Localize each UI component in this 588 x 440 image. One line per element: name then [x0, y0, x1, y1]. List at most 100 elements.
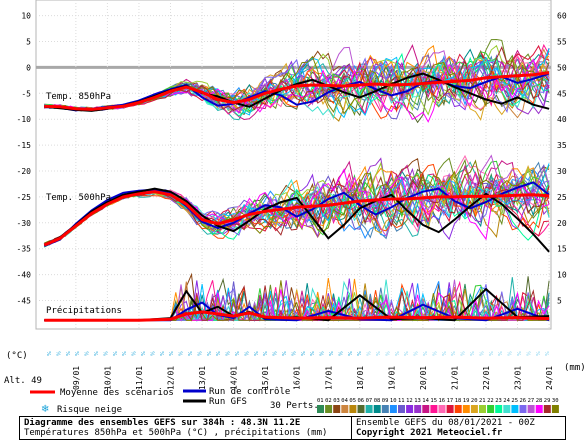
pert-key-swatch [446, 405, 454, 413]
pert-key-swatch [406, 405, 414, 413]
y2-tick-label: 5 [557, 297, 562, 306]
y-tick-label: -45 [17, 297, 32, 306]
snow-risk-glyph: % [122, 351, 128, 356]
pert-key-swatch [543, 405, 551, 413]
pert-key-label: 11 [398, 398, 405, 404]
snow-risk-glyph: % [188, 351, 194, 356]
pert-key-swatch [349, 405, 357, 413]
snow-risk-glyph: % [508, 351, 514, 356]
pert-key-label: 22 [487, 398, 494, 404]
pert-key-label: 10 [390, 398, 397, 404]
snow-risk-glyph: % [47, 351, 53, 356]
y2-tick-label: 10 [557, 271, 567, 280]
x-tick-label: 18/01 [356, 366, 365, 390]
y2-tick-label: 45 [557, 89, 567, 98]
panel-label-precip: Précipitations [46, 305, 122, 316]
x-tick-label: 09/01 [72, 366, 81, 390]
pert-key-label: 25 [511, 398, 518, 404]
pert-key-swatch [430, 405, 438, 413]
snow-risk-glyph: % [385, 351, 391, 356]
y-tick-label: 0 [26, 63, 31, 72]
pert-key-label: 19 [463, 398, 470, 404]
precipitation-axis: 60 55 50 45 40 35 30 25 20 15 10 5 [557, 12, 567, 306]
pert-key-label: 08 [374, 398, 381, 404]
y-tick-label: -35 [17, 245, 32, 254]
snow-risk-glyph: % [94, 351, 100, 356]
legend-snow-label: Risque neige [57, 405, 122, 415]
pert-key-label: 18 [455, 398, 462, 404]
pert-key-label: 27 [528, 398, 535, 404]
pert-key-label: 14 [422, 398, 429, 404]
legend-mean-label: Moyenne des scénarios [60, 387, 174, 398]
caption-run-info: Ensemble GEFS du 08/01/2021 - 00Z [356, 418, 535, 428]
main-series [43, 71, 550, 322]
snow-risk-glyph: % [423, 351, 429, 356]
pert-key-swatch [462, 405, 470, 413]
x-tick-label: 17/01 [324, 366, 333, 390]
pert-key-label: 12 [406, 398, 413, 404]
y-tick-label: -40 [17, 271, 32, 280]
snow-risk-glyph: % [263, 351, 269, 356]
snow-risk-glyph: % [66, 351, 72, 356]
snow-risk-glyph: % [244, 351, 250, 356]
pert-key-swatch [381, 405, 389, 413]
snow-risk-glyph: % [160, 351, 166, 356]
caption-box: Diagramme des ensembles GEFS sur 384h : … [19, 416, 566, 440]
pert-key-label: 02 [325, 398, 332, 404]
snow-risk-glyph: % [310, 351, 316, 356]
pert-key-label: 23 [495, 398, 502, 404]
caption-left: Diagramme des ensembles GEFS sur 384h : … [24, 418, 346, 438]
pert-key-label: 21 [479, 398, 486, 404]
snow-risk-glyph: % [367, 351, 373, 356]
snow-risk-glyph: % [489, 351, 495, 356]
pert-key-label: 16 [439, 398, 446, 404]
x-tick-label: 22/01 [482, 366, 491, 390]
snow-risk-glyph: % [132, 351, 138, 356]
control-run-line [43, 181, 550, 248]
snow-risk-glyph: % [235, 351, 241, 356]
y2-tick-label: 60 [557, 12, 567, 21]
y-tick-label: -10 [17, 115, 32, 124]
snow-risk-glyph: % [517, 351, 523, 356]
pert-key-label: 09 [382, 398, 389, 404]
snow-risk-glyph: % [451, 351, 457, 356]
gfs-run-line [43, 187, 550, 253]
pert-color-key: 01 02 03 04 05 06 07 08 09 10 11 12 13 14 15 16 17 18 19 20… [317, 398, 559, 413]
pert-key-swatch [519, 405, 527, 413]
snowflake-icon: ❄ [41, 404, 49, 415]
x-tick-label: 14/01 [230, 366, 239, 390]
pert-key-label: 01 [317, 398, 324, 404]
snow-risk-glyph: % [432, 351, 438, 356]
y2-tick-label: 50 [557, 63, 567, 72]
x-tick-label: 10/01 [103, 366, 112, 390]
snow-risk-glyph: % [179, 351, 185, 356]
ensemble-chart: %%%%%%%%%%%%%%%%%%%%%%%%%%%%%%%%%%%%%%%%… [4, 0, 586, 415]
panel-label-850: Temp. 850hPa [46, 92, 111, 102]
temp-unit-label: (°C) [6, 351, 28, 361]
legend-control-label: Run de contrôle [209, 386, 290, 397]
x-tick-label: 20/01 [419, 366, 428, 390]
y-tick-label: 5 [26, 38, 31, 47]
snow-risk-glyph: % [498, 351, 504, 356]
pert-key-label: 30 [552, 398, 559, 404]
x-tick-label: 15/01 [261, 366, 270, 390]
snow-risk-glyph: % [103, 351, 109, 356]
x-tick-label: 19/01 [387, 366, 396, 390]
pert-key-swatch [487, 405, 495, 413]
snow-risk-glyph: % [470, 351, 476, 356]
panel-label-500: Temp. 500hPa [46, 193, 111, 203]
y2-tick-label: 55 [557, 38, 567, 47]
y-tick-label: -15 [17, 141, 32, 150]
x-tick-label: 24/01 [545, 366, 554, 390]
pert-key-swatch [389, 405, 397, 413]
snow-risk-glyph: % [320, 351, 326, 356]
pert-key-swatch [470, 405, 478, 413]
snow-risk-glyph: % [395, 351, 401, 356]
x-tick-label: 11/01 [135, 366, 144, 390]
x-tick-label: 16/01 [293, 366, 302, 390]
x-tick-label: 12/01 [167, 366, 176, 390]
pert-key-label: 29 [544, 398, 551, 404]
temperature-axis: 10 5 0 -5 -10 -15 -20 -25 -30 -35 -40 -45 [17, 12, 32, 306]
snow-risk-glyph: % [526, 351, 532, 356]
